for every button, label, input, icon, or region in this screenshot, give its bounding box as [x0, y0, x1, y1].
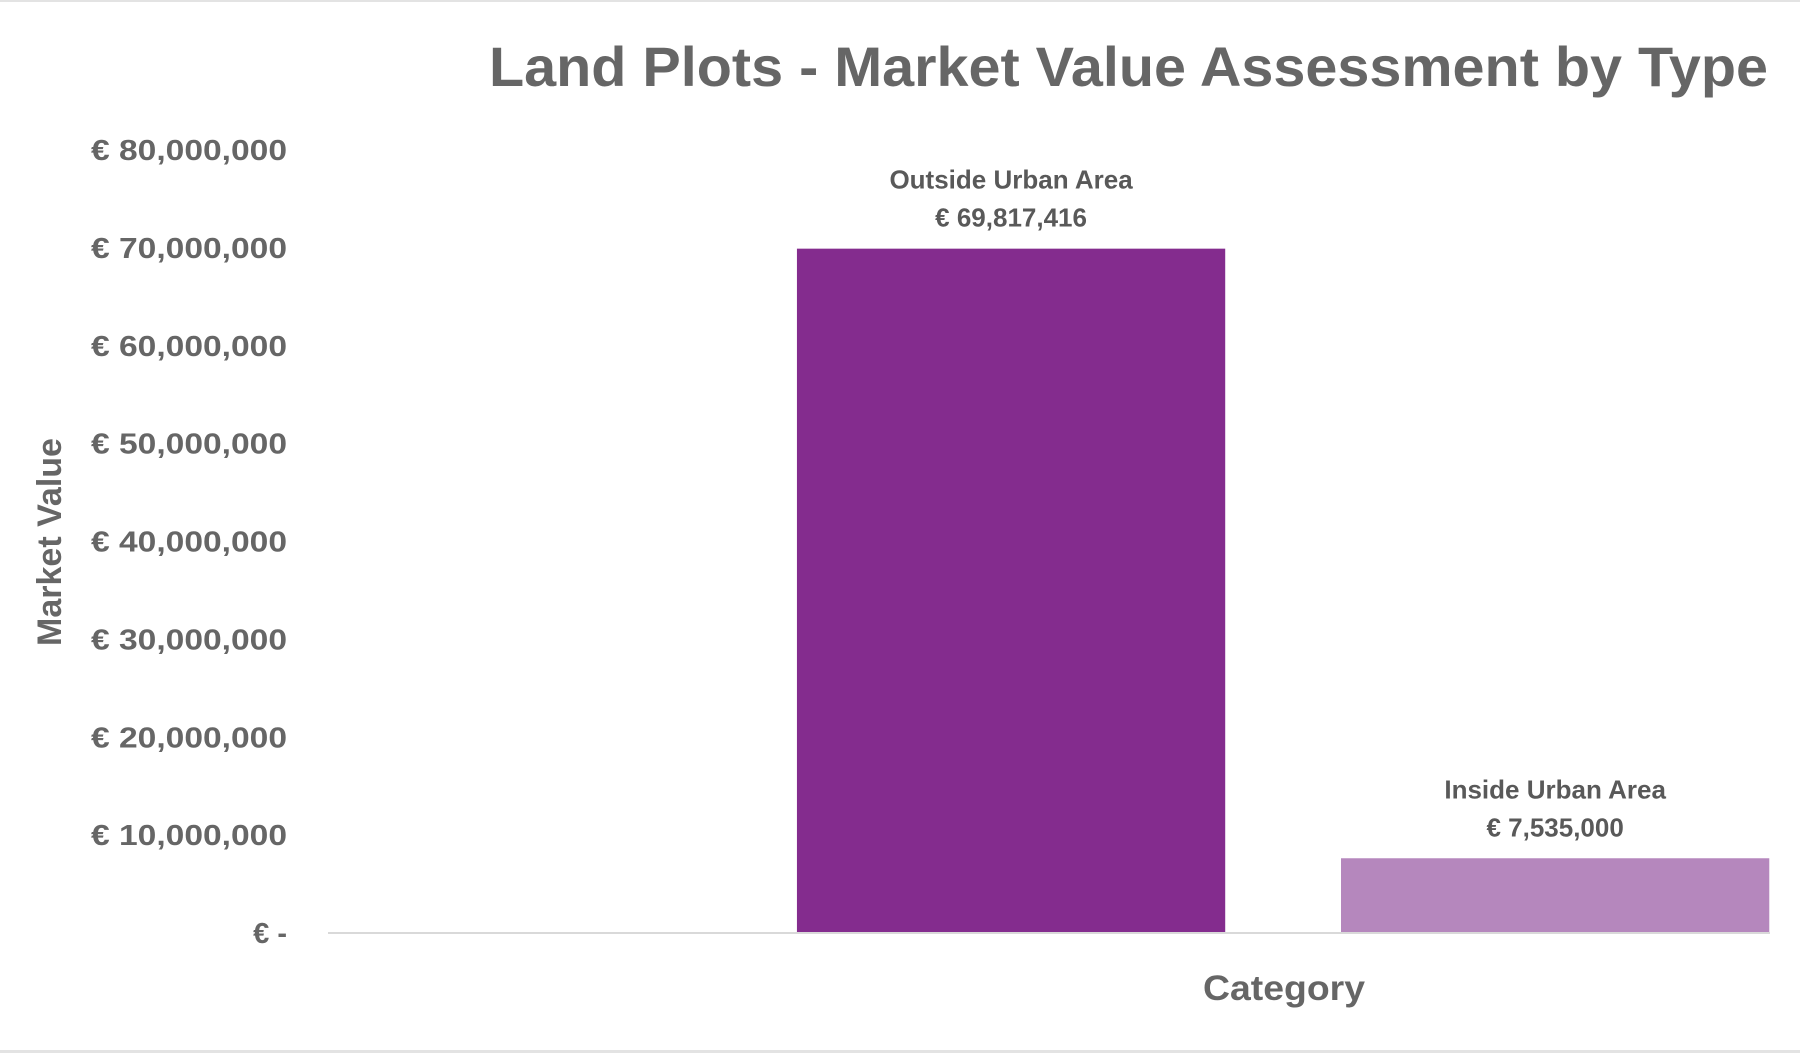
- y-tick-label: € 40,000,000: [91, 527, 287, 559]
- y-tick-label: € -: [253, 918, 287, 950]
- chart-border-top: [0, 0, 1800, 2]
- y-axis-title: Market Value: [31, 438, 69, 646]
- bar-outside-urban-area: [796, 248, 1226, 932]
- bar-inside-urban-area: [1341, 858, 1770, 932]
- chart-border-bottom: [0, 1050, 1800, 1053]
- data-label-value: € 69,817,416: [935, 203, 1087, 233]
- y-tick-label: € 60,000,000: [91, 331, 287, 363]
- data-label-category: Inside Urban Area: [1444, 774, 1666, 804]
- y-tick-label: € 30,000,000: [91, 624, 287, 656]
- y-tick-label: € 10,000,000: [91, 820, 287, 852]
- y-tick-label: € 50,000,000: [91, 429, 287, 461]
- data-label-category: Outside Urban Area: [889, 165, 1133, 195]
- x-axis-title: Category: [1203, 969, 1366, 1008]
- y-tick-label: € 70,000,000: [91, 233, 287, 265]
- data-label-value: € 7,535,000: [1486, 812, 1623, 842]
- chart-title: Land Plots - Market Value Assessment by …: [489, 35, 1768, 98]
- y-tick-label: € 80,000,000: [91, 135, 287, 167]
- y-tick-label: € 20,000,000: [91, 722, 287, 754]
